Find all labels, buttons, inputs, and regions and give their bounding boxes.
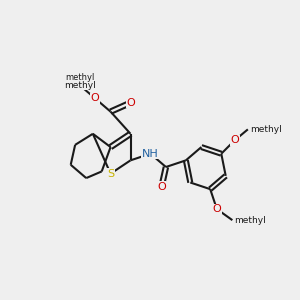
Text: O: O [91, 93, 99, 103]
Text: methyl: methyl [64, 81, 95, 90]
Text: O: O [230, 135, 239, 146]
Text: methyl: methyl [235, 216, 266, 225]
Text: S: S [107, 169, 114, 178]
Text: O: O [126, 98, 135, 108]
Text: methyl: methyl [65, 73, 94, 82]
Text: O: O [212, 204, 221, 214]
Text: methyl: methyl [250, 125, 282, 134]
Text: O: O [157, 182, 166, 192]
Text: NH: NH [142, 149, 159, 159]
